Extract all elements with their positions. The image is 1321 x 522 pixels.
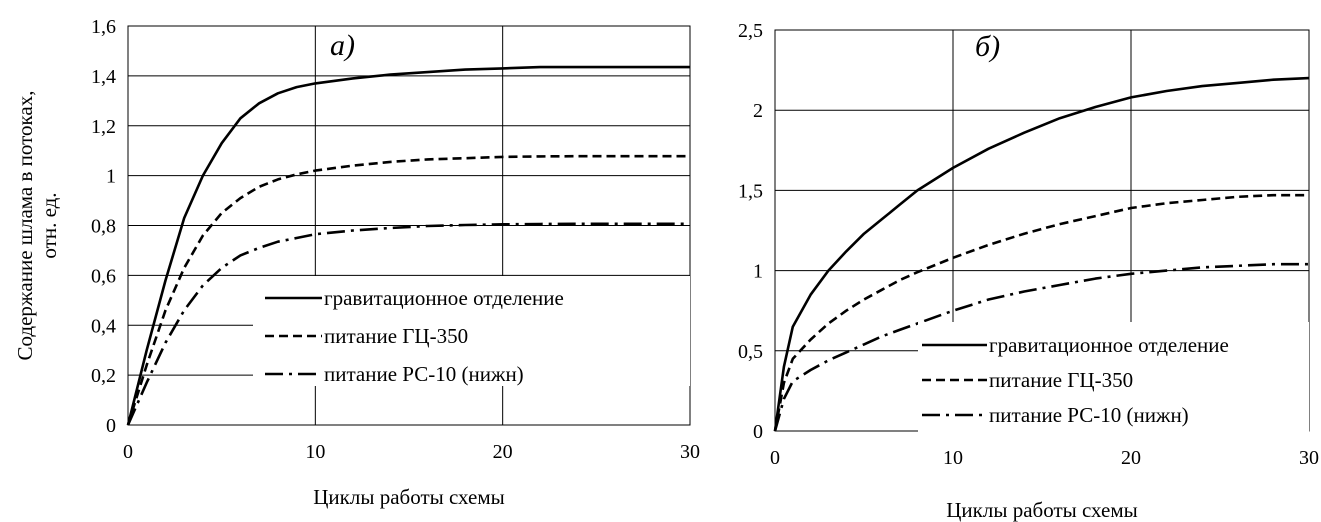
x-tick-label: 10 <box>305 441 325 463</box>
legend-label-2: питание ГЦ-350 <box>324 324 468 348</box>
legend-label-1: гравитационное отделение <box>989 333 1229 357</box>
y-tick-label: 0 <box>753 421 763 443</box>
y-axis-title: Содержание шлама в потоках,отн. ед. <box>13 91 61 361</box>
x-tick-label: 0 <box>770 447 780 469</box>
y-tick-label: 1 <box>106 166 116 188</box>
y-tick-label: 1 <box>753 261 763 283</box>
y-tick-label: 1,5 <box>738 180 763 202</box>
legend-label-3: питание РС-10 (нижн) <box>989 403 1189 427</box>
y-tick-label: 1,2 <box>91 116 116 138</box>
panel-label: а) <box>330 29 355 62</box>
y-tick-label: 0 <box>106 415 116 437</box>
y-tick-label: 0,8 <box>91 216 116 238</box>
x-axis-title: Циклы работы схемы <box>313 485 504 509</box>
legend-label-2: питание ГЦ-350 <box>989 368 1133 392</box>
legend-label-1: гравитационное отделение <box>324 286 564 310</box>
x-axis-title: Циклы работы схемы <box>946 498 1137 522</box>
y-tick-label: 0,4 <box>91 315 116 337</box>
chart-a: 0 0,2 0,4 0,6 0,8 1 1,2 1,4 1,6 0 10 20 30 а) гравитац… <box>13 16 700 509</box>
x-tick-label: 20 <box>1121 447 1141 469</box>
y-tick-label: 1,4 <box>91 66 116 88</box>
panel-label: б) <box>975 30 1000 63</box>
y-tick-label: 0,5 <box>738 341 763 363</box>
x-tick-label: 20 <box>493 441 513 463</box>
y-tick-label: 1,6 <box>91 16 116 38</box>
legend-label-3: питание РС-10 (нижн) <box>324 362 524 386</box>
x-tick-label: 30 <box>680 441 700 463</box>
x-tick-label: 10 <box>943 447 963 469</box>
y-tick-label: 0,2 <box>91 365 116 387</box>
y-tick-label: 2,5 <box>738 20 763 42</box>
chart-b: 0 0,5 1 1,5 2 2,5 0 10 20 30 б) гравитационное отде… <box>738 20 1319 522</box>
x-tick-label: 30 <box>1299 447 1319 469</box>
y-tick-label: 0,6 <box>91 265 116 287</box>
y-tick-label: 2 <box>753 100 763 122</box>
x-tick-label: 0 <box>123 441 133 463</box>
